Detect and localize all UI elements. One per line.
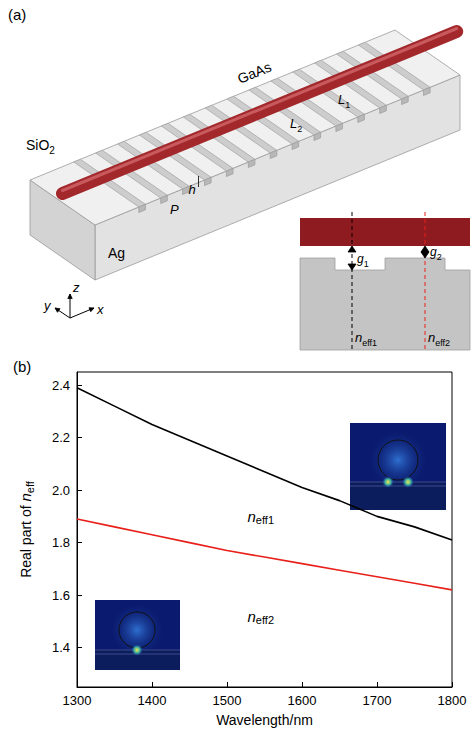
svg-text:1800: 1800	[438, 693, 467, 708]
svg-text:P: P	[170, 202, 179, 217]
svg-text:y: y	[43, 298, 52, 313]
svg-text:eff1: eff1	[256, 514, 274, 526]
svg-text:n: n	[248, 608, 256, 625]
svg-text:1.4: 1.4	[52, 640, 70, 655]
svg-text:2.4: 2.4	[52, 378, 70, 393]
svg-text:g2: g2	[430, 245, 442, 262]
svg-text:Wavelength/nm: Wavelength/nm	[216, 712, 313, 728]
svg-text:GaAs: GaAs	[235, 59, 273, 87]
svg-text:Real part of: Real part of	[18, 502, 34, 578]
svg-text:(a): (a)	[8, 6, 26, 23]
svg-text:n: n	[17, 493, 34, 501]
svg-text:g1: g1	[357, 252, 369, 269]
svg-text:2.2: 2.2	[52, 430, 70, 445]
svg-text:1600: 1600	[288, 693, 317, 708]
svg-text:neff1: neff1	[355, 330, 377, 348]
svg-text:n: n	[248, 508, 256, 525]
svg-text:1.6: 1.6	[52, 588, 70, 603]
svg-text:1300: 1300	[63, 693, 92, 708]
svg-text:2.0: 2.0	[52, 483, 70, 498]
svg-text:z: z	[72, 280, 80, 295]
svg-text:eff: eff	[24, 480, 36, 493]
svg-text:1700: 1700	[363, 693, 392, 708]
svg-text:L1: L1	[338, 92, 350, 110]
svg-text:x: x	[96, 302, 104, 317]
svg-text:h: h	[189, 182, 196, 197]
svg-text:1.8: 1.8	[52, 535, 70, 550]
svg-text:1500: 1500	[213, 693, 242, 708]
svg-text:SiO2: SiO2	[26, 137, 55, 156]
svg-text:L2: L2	[290, 116, 302, 134]
svg-text:1400: 1400	[138, 693, 167, 708]
svg-text:(b): (b)	[13, 358, 31, 375]
svg-text:eff2: eff2	[256, 614, 274, 626]
svg-text:Ag: Ag	[108, 245, 125, 261]
svg-text:neff2: neff2	[428, 330, 450, 348]
